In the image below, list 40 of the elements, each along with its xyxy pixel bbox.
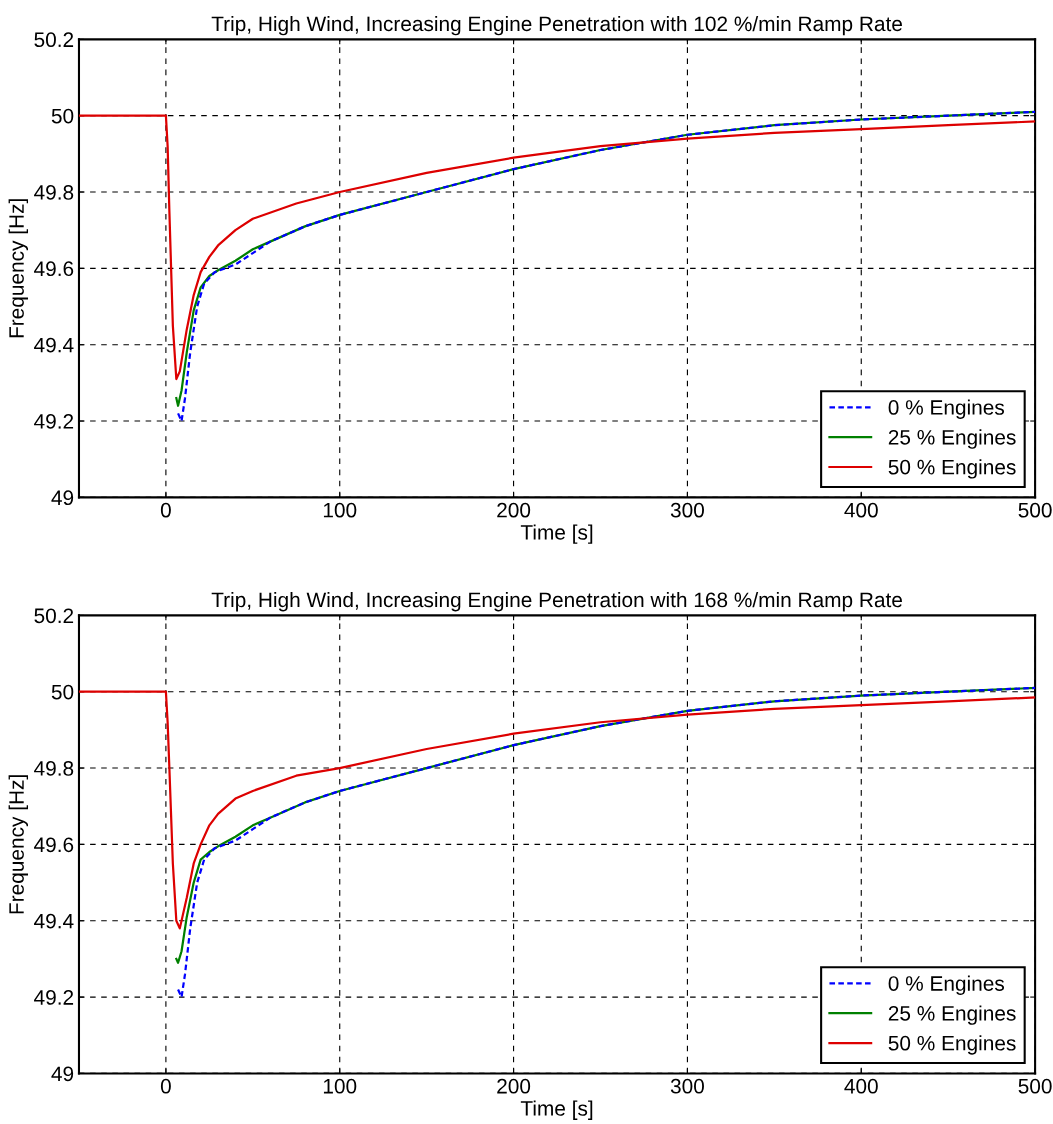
x-tick-label: 500 <box>1018 1078 1052 1094</box>
x-tick-label: 400 <box>844 502 878 518</box>
y-tick-label: 50.2 <box>34 32 74 48</box>
x-tick-label: 500 <box>1018 502 1052 518</box>
x-axis-title: Time [s] <box>520 524 593 544</box>
legend-label: 50 % Engines <box>888 1035 1016 1055</box>
y-tick-label: 49 <box>51 490 74 506</box>
x-tick-label: 300 <box>670 502 704 518</box>
x-tick-label: 400 <box>844 1078 878 1094</box>
x-tick-label: 200 <box>497 1078 531 1094</box>
chart-title: Trip, High Wind, Increasing Engine Penetration with 168 %/min Ramp Rate <box>211 591 902 612</box>
y-axis-title: Frequency [Hz] <box>8 199 29 338</box>
y-tick-label: 49.8 <box>34 185 74 200</box>
x-axis-title: Time [s] <box>520 1100 593 1120</box>
legend-label: 25 % Engines <box>888 429 1016 449</box>
y-axis-title: Frequency [Hz] <box>8 775 29 914</box>
line-series <box>78 114 1036 381</box>
legend-label: 0 % Engines <box>888 975 1005 995</box>
y-tick-label: 49.2 <box>34 990 74 1005</box>
legend-label: 25 % Engines <box>888 1005 1016 1025</box>
x-tick-label: 0 <box>160 502 171 518</box>
x-tick-label: 100 <box>323 502 357 518</box>
y-tick-label: 50 <box>51 684 74 700</box>
chart-title: Trip, High Wind, Increasing Engine Penetration with 102 %/min Ramp Rate <box>211 15 902 36</box>
y-tick-label: 50.2 <box>34 608 74 624</box>
y-tick-label: 50 <box>51 108 74 124</box>
y-tick-label: 49.2 <box>34 414 74 429</box>
y-tick-label: 49.4 <box>34 913 74 929</box>
legend-label: 0 % Engines <box>888 399 1005 419</box>
y-tick-label: 49.8 <box>34 761 74 776</box>
x-tick-label: 0 <box>160 1078 171 1094</box>
y-tick-label: 49.6 <box>34 261 74 277</box>
line-series <box>78 690 1036 930</box>
x-tick-label: 100 <box>323 1078 357 1094</box>
legend-label: 50 % Engines <box>888 459 1016 479</box>
y-tick-label: 49.6 <box>34 837 74 853</box>
x-tick-label: 300 <box>670 1078 704 1094</box>
y-tick-label: 49 <box>51 1066 74 1082</box>
y-tick-label: 49.4 <box>34 337 74 353</box>
x-tick-label: 200 <box>497 502 531 518</box>
